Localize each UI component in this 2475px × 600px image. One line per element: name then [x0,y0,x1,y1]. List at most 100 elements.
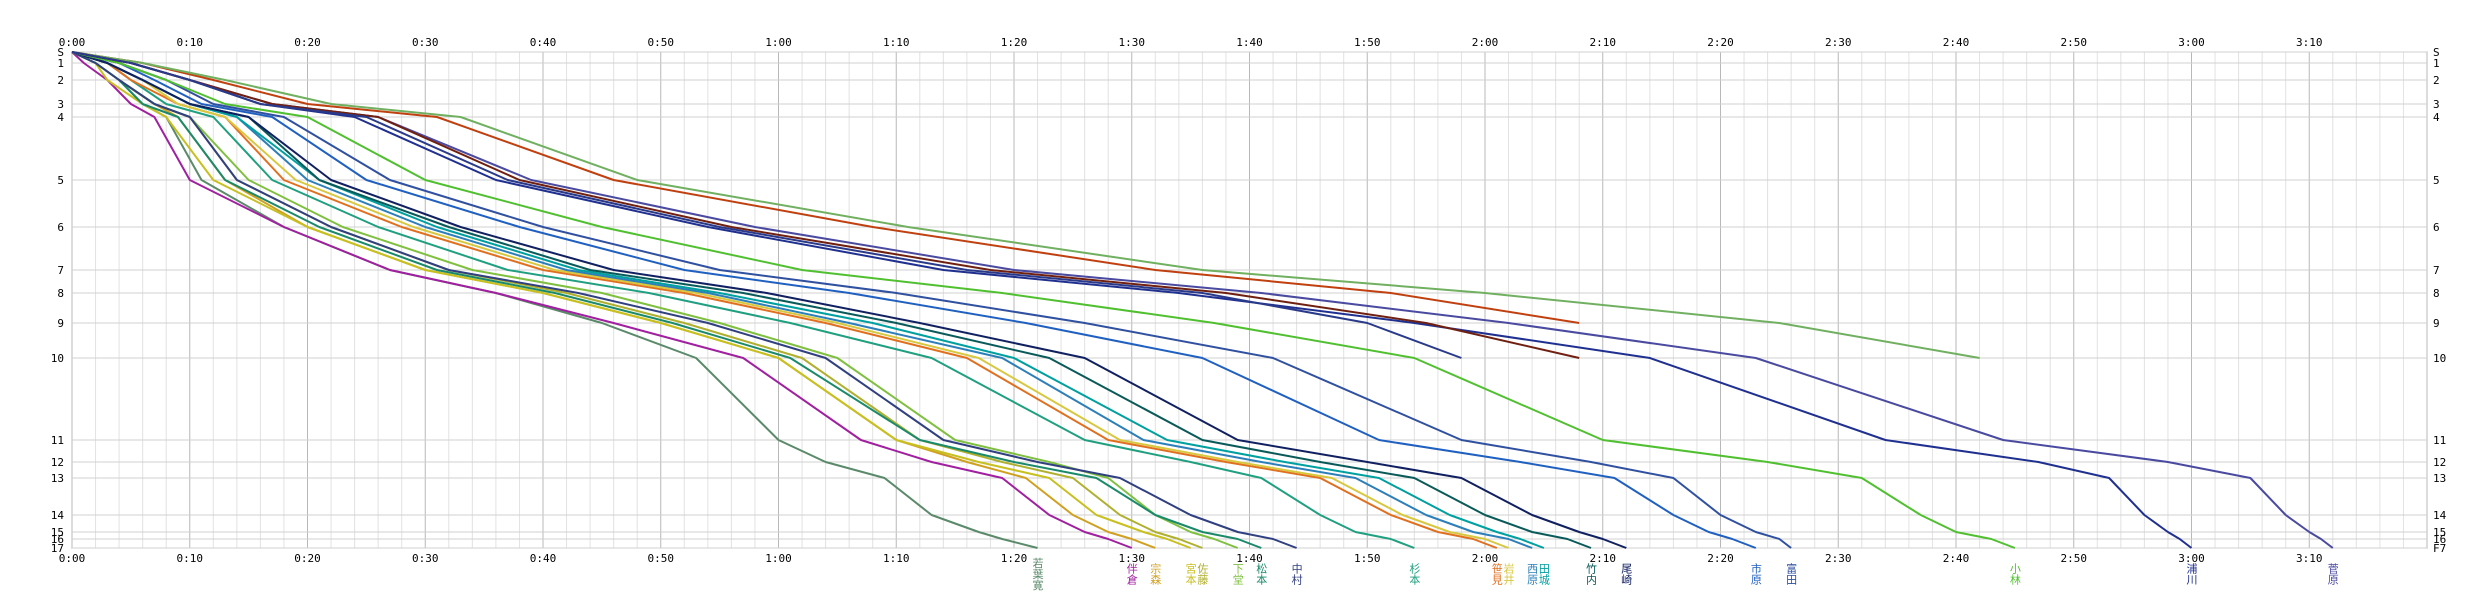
x-tick-label-bottom: 1:00 [765,552,792,565]
y-tick-label-left: 13 [51,472,64,485]
y-tick-label-right: 6 [2433,221,2440,234]
x-tick-label-top: 1:50 [1354,36,1381,49]
x-tick-label-bottom: 3:00 [2178,552,2205,565]
x-tick-label-top: 2:10 [1590,36,1617,49]
runner-name-11: 岩井 [1502,562,1515,586]
x-tick-label-bottom: 0:40 [530,552,557,565]
x-tick-label-top: 3:10 [2296,36,2323,49]
x-tick-label-bottom: 1:40 [1236,552,1263,565]
x-tick-label-top: 0:10 [177,36,204,49]
x-tick-label-top: 1:10 [883,36,910,49]
series-line-11 [71,51,1509,549]
y-tick-label-right: 4 [2433,111,2440,124]
y-tick-label-left: 3 [57,98,64,111]
runner-name-3: 伴倉 [1125,563,1138,586]
y-tick-label-left: 7 [57,264,64,277]
y-tick-label-right: 2 [2433,74,2440,87]
x-tick-label-bottom: 2:40 [1943,552,1970,565]
y-tick-label-left: 2 [57,74,64,87]
x-tick-label-top: 1:40 [1236,36,1263,49]
y-tick-label-left: 9 [57,317,64,330]
series-line-9 [71,51,1415,549]
x-tick-label-top: 2:30 [1825,36,1852,49]
x-tick-label-bottom: 0:20 [294,552,321,565]
y-tick-label-right: F7 [2433,542,2446,555]
x-tick-label-bottom: 2:10 [1590,552,1617,565]
y-tick-label-right: 1 [2433,57,2440,70]
y-tick-label-left: 5 [57,174,64,187]
series-line-4 [71,51,1191,549]
runner-name-8: 中村 [1290,563,1303,585]
runner-name-12: 西原 [1526,563,1539,585]
x-tick-label-top: 3:00 [2178,36,2205,49]
x-tick-label-bottom: 2:20 [1707,552,1734,565]
x-tick-label-bottom: 3:10 [2296,552,2323,565]
y-tick-label-left: 4 [57,111,64,124]
series-line-7 [71,51,1262,549]
y-tick-label-right: 16 [2433,533,2446,546]
y-tick-label-right: 5 [2433,174,2440,187]
x-tick-label-top: 0:00 [59,36,86,49]
y-tick-label-right: 10 [2433,352,2446,365]
series-line-21 [71,51,1580,324]
y-tick-label-left: 6 [57,221,64,234]
x-tick-label-bottom: 0:00 [59,552,86,565]
x-tick-label-bottom: 2:00 [1472,552,1499,565]
runner-name-4: 宮本 [1184,562,1197,586]
x-tick-label-bottom: 1:10 [883,552,910,565]
runner-name-6: 下堂 [1231,563,1244,585]
series-line-8 [71,51,1297,549]
runner-name-7: 松本 [1255,562,1268,586]
y-tick-label-left: 12 [51,456,64,469]
grid [71,51,2428,549]
runner-name-19: 浦川 [2185,563,2198,585]
y-tick-label-right: 11 [2433,434,2446,447]
y-tick-label-right: 8 [2433,287,2440,300]
x-tick-label-bottom: 2:50 [2061,552,2088,565]
runner-name-15: 尾崎 [1620,563,1633,585]
runner-name-13: 田城 [1537,563,1550,585]
y-tick-label-right: 12 [2433,456,2446,469]
x-tick-label-top: 1:20 [1001,36,1028,49]
runner-name-2: 宗森 [1149,562,1162,586]
x-tick-label-top: 2:40 [1943,36,1970,49]
series-line-24 [71,51,1462,359]
runner-name-1: 若葉寛 [1031,557,1044,590]
y-tick-label-left: 16 [51,533,64,546]
x-tick-label-top: 2:20 [1707,36,1734,49]
y-tick-label-right: 14 [2433,509,2447,522]
runner-name-14: 竹内 [1584,562,1597,586]
series-line-15 [71,51,1627,549]
y-tick-label-left: 15 [51,526,64,539]
series-line-16 [71,51,1757,549]
series-line-10 [71,51,1498,549]
runner-name-10: 笹見 [1490,563,1503,585]
x-tick-label-top: 1:30 [1119,36,1146,49]
series-lines [71,51,2334,549]
x-tick-label-bottom: 1:20 [1001,552,1028,565]
x-tick-label-bottom: 2:30 [1825,552,1852,565]
y-tick-label-right: 3 [2433,98,2440,111]
runner-name-16: 市原 [1749,562,1762,585]
x-tick-label-top: 0:40 [530,36,557,49]
y-tick-label-left: 1 [57,57,64,70]
y-tick-label-right: 15 [2433,526,2446,539]
series-line-3 [71,51,1133,549]
x-tick-label-top: 0:20 [294,36,321,49]
x-tick-label-bottom: 1:50 [1354,552,1381,565]
y-tick-label-left: 17 [51,542,64,555]
series-line-18 [71,51,2016,549]
x-tick-label-top: 2:00 [1472,36,1499,49]
x-tick-label-top: 0:50 [648,36,675,49]
runner-name-5: 佐藤 [1196,562,1209,586]
y-tick-label-left: 8 [57,287,64,300]
runner-name-18: 小林 [2008,563,2021,585]
y-tick-label-left: 14 [51,509,65,522]
x-tick-label-top: 1:00 [765,36,792,49]
series-line-17 [71,51,1792,549]
x-tick-label-top: 2:50 [2061,36,2088,49]
axes: 0:00 0:00 0:10 0:10 0:20 0:20 0:30 0:30 0:40 0:40… [51,36,2447,565]
runner-name-20: 菅原 [2326,563,2339,585]
